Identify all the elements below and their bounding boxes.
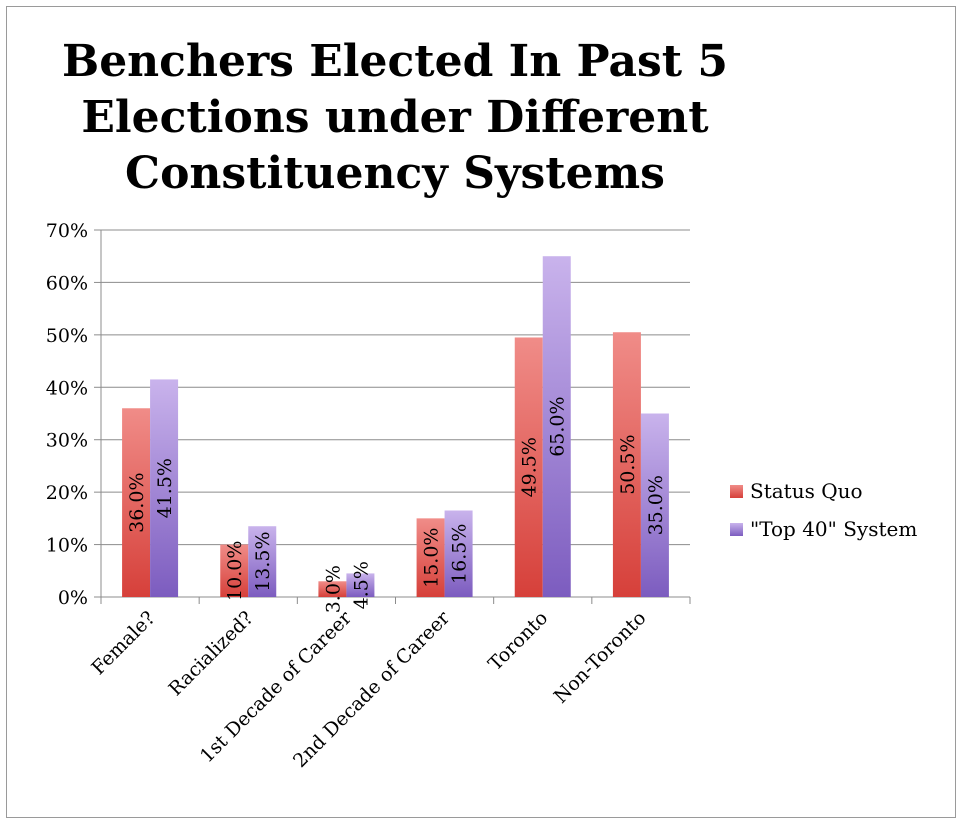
data-label: 65.0% bbox=[547, 396, 569, 456]
data-label: 4.5% bbox=[350, 561, 372, 609]
chart-title-line-1: Benchers Elected In Past 5 bbox=[62, 36, 728, 87]
category-label: Racialized? bbox=[165, 607, 258, 700]
chart-title-line-2: Elections under Different bbox=[81, 92, 709, 143]
bar-status-quo bbox=[416, 518, 445, 597]
data-label: 49.5% bbox=[519, 437, 541, 497]
bar-top-40 bbox=[248, 526, 277, 597]
data-label: 50.5% bbox=[617, 434, 639, 494]
y-tick-label: 40% bbox=[46, 377, 88, 399]
gridlines bbox=[101, 229, 690, 546]
y-tick-label: 30% bbox=[46, 430, 88, 452]
data-label: 13.5% bbox=[252, 531, 274, 591]
category-labels: Female? Racialized?1st Decade of Career2n… bbox=[87, 606, 650, 772]
category-label: Toronto bbox=[484, 607, 552, 675]
bar-top-40 bbox=[542, 256, 571, 597]
chart-title: Benchers Elected In Past 5 Elections und… bbox=[0, 34, 790, 202]
bar-top-40 bbox=[150, 379, 179, 597]
bar-status-quo bbox=[514, 337, 543, 597]
category-label: 2nd Decade of Career bbox=[289, 606, 455, 772]
y-tick-label: 50% bbox=[46, 325, 88, 347]
y-tick-label: 10% bbox=[46, 535, 88, 557]
data-label: 10.0% bbox=[224, 541, 246, 601]
legend: Status Quo "Top 40" System bbox=[730, 478, 917, 554]
legend-item-status-quo: Status Quo bbox=[730, 478, 917, 504]
y-tick-label: 0% bbox=[58, 587, 88, 609]
bar-top-40 bbox=[444, 510, 473, 597]
legend-swatch-status-quo bbox=[730, 484, 743, 498]
data-label: 35.0% bbox=[645, 475, 667, 535]
legend-label-top-40: "Top 40" System bbox=[750, 517, 918, 541]
bars bbox=[122, 256, 669, 597]
legend-item-top-40: "Top 40" System bbox=[730, 516, 917, 542]
data-label: 15.0% bbox=[421, 527, 443, 587]
bar-status-quo bbox=[122, 408, 151, 597]
category-label: Non-Toronto bbox=[550, 607, 651, 708]
legend-label-status-quo: Status Quo bbox=[750, 479, 863, 503]
bar-status-quo bbox=[318, 581, 347, 597]
data-label: 36.0% bbox=[126, 472, 148, 532]
data-label: 16.5% bbox=[449, 524, 471, 584]
data-label: 41.5% bbox=[154, 458, 176, 518]
bar-status-quo bbox=[220, 544, 249, 597]
bar-status-quo bbox=[612, 332, 641, 597]
chart-title-line-3: Constituency Systems bbox=[125, 148, 665, 199]
category-label: Female? bbox=[87, 607, 159, 679]
y-tick-label: 60% bbox=[46, 272, 88, 294]
y-tick-label: 70% bbox=[46, 220, 88, 242]
data-labels: 36.0% 41.5% 10.0% 13.5% 3.0% 4.5% 15.0% 16.5% 49… bbox=[126, 396, 667, 613]
y-tick-label: 20% bbox=[46, 482, 88, 504]
bar-top-40 bbox=[640, 413, 669, 597]
data-label: 3.0% bbox=[322, 565, 344, 613]
legend-swatch-top-40 bbox=[730, 522, 743, 536]
axes: 0% 10% 20% 30% 40% 50% 60% 70% bbox=[46, 220, 691, 609]
bar-top-40 bbox=[346, 573, 375, 597]
